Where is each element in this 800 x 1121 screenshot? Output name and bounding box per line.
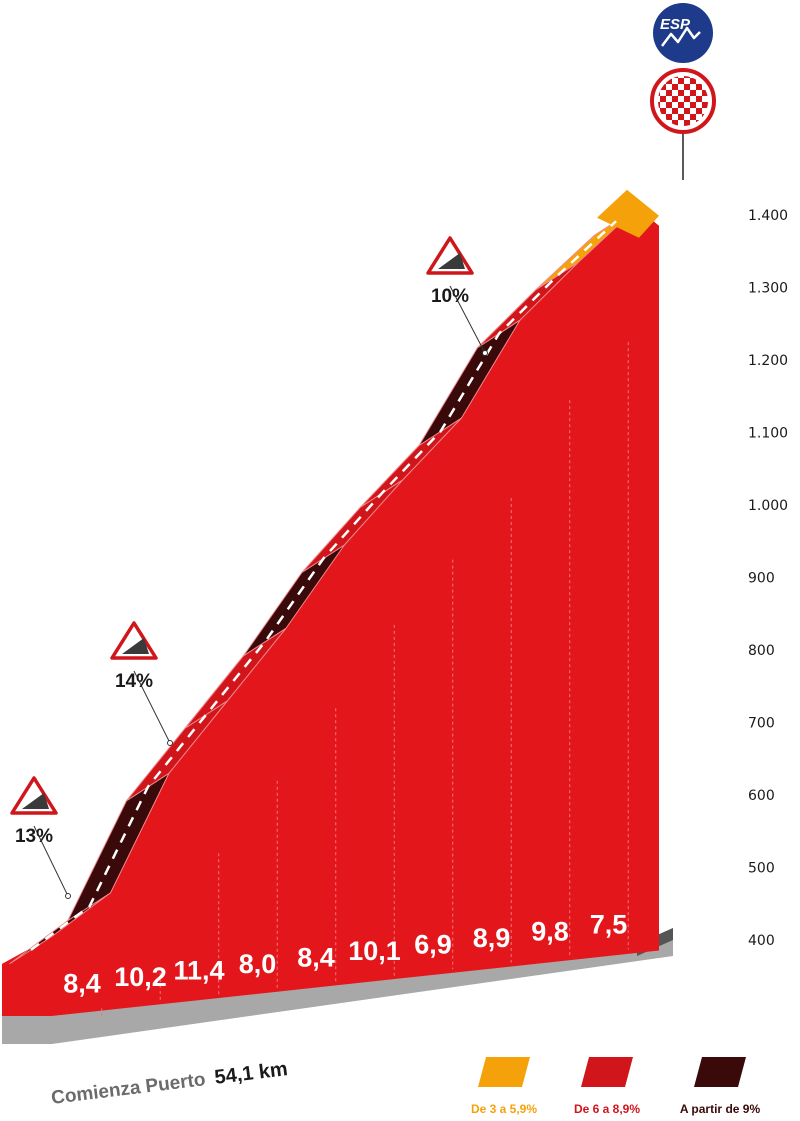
legend-label: De 3 a 5,9% (471, 1102, 537, 1116)
svg-text:Comienza Puerto 54,1 km: Comienza Puerto 54,1 km (50, 1058, 289, 1109)
gradient-label: 8,0 (239, 949, 277, 979)
gradient-label: 6,9 (414, 929, 452, 959)
y-tick-label: 600 (748, 788, 775, 804)
legend-swatch (694, 1057, 746, 1087)
especial-category-badge-icon: ESP (653, 3, 713, 63)
gradient-label: 8,4 (297, 942, 335, 972)
gradient-label: 9,8 (531, 916, 569, 946)
y-tick-label: 900 (748, 571, 775, 587)
max-gradient-label: 13% (15, 826, 53, 847)
gradient-label: 10,1 (348, 936, 401, 966)
legend-label: A partir de 9% (680, 1102, 761, 1116)
badge-text: ESP (660, 16, 691, 33)
gradient-label: 8,4 (63, 969, 101, 999)
y-tick-label: 1.100 (748, 426, 788, 442)
legend-swatch (581, 1057, 633, 1087)
y-tick-label: 700 (748, 716, 775, 732)
gradient-label: 11,4 (173, 956, 224, 986)
y-tick-label: 1.300 (748, 281, 788, 297)
gradient-label: 8,9 (473, 923, 511, 953)
y-tick-label: 500 (748, 861, 775, 877)
y-tick-label: 800 (748, 643, 775, 659)
y-axis: 400 500 600 700 800 900 1.000 1.100 1.200 1.300 1.… (748, 208, 788, 949)
y-tick-label: 1.400 (748, 208, 788, 224)
max-gradient-point (483, 351, 488, 356)
max-gradient-point (66, 894, 71, 899)
legend-label: De 6 a 8,9% (574, 1102, 640, 1116)
legend-swatch (478, 1057, 530, 1087)
y-tick-label: 1.000 (748, 498, 788, 514)
gradient-label: 10,2 (114, 962, 167, 992)
finish-flag-icon (652, 70, 714, 132)
start-km: 54,1 km (213, 1058, 289, 1089)
legend: De 3 a 5,9% De 6 a 8,9% A partir de 9% (471, 1057, 760, 1116)
max-gradient-label: 14% (115, 671, 153, 692)
y-tick-label: 1.200 (748, 353, 788, 369)
max-gradient-label: 10% (431, 286, 469, 307)
start-info: Comienza Puerto 54,1 km (50, 1058, 289, 1109)
summit-markers: ESP (652, 3, 714, 180)
max-gradient-point (168, 741, 173, 746)
start-label: Comienza Puerto (50, 1069, 207, 1109)
y-tick-label: 400 (748, 933, 775, 949)
gradient-label: 7,5 (590, 910, 628, 940)
